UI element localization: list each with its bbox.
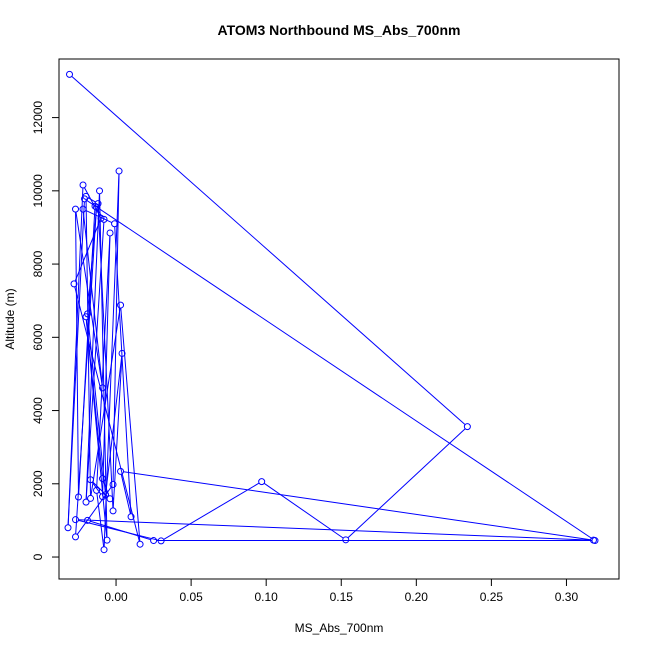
series-line-segment (67, 201, 85, 525)
x-axis: 0.00 0.05 0.10 0.15 0.20 0.25 0.30 (104, 578, 579, 604)
series-line-segment (88, 197, 96, 203)
data-point (102, 491, 110, 499)
series-line-segment (87, 210, 97, 311)
series-line-segment (97, 206, 114, 508)
series-line-segment (112, 356, 123, 508)
data-point (99, 384, 107, 392)
series-line-segment (85, 199, 91, 496)
data-point (64, 524, 72, 532)
series-line-segment (347, 428, 466, 539)
data-point (79, 181, 87, 189)
data-point (97, 214, 105, 222)
series-line-segment (76, 486, 112, 535)
y-tick-label: 0 (31, 553, 45, 560)
data-point (591, 537, 599, 545)
data-point (75, 493, 83, 501)
series-line-segment (84, 187, 101, 216)
series-line-segment (263, 482, 344, 539)
x-tick-label: 0.20 (405, 590, 429, 604)
y-tick-label: 12000 (31, 101, 45, 135)
x-tick-label: 0.25 (480, 590, 504, 604)
y-axis-label: Altitude (m) (3, 288, 17, 349)
data-point (117, 467, 125, 475)
data-point (111, 220, 119, 228)
data-point (79, 205, 87, 213)
data-point (115, 167, 123, 175)
y-tick-label: 10000 (31, 174, 45, 208)
series-line-segment (75, 210, 97, 534)
y-tick-label: 8000 (31, 250, 45, 277)
data-point (72, 205, 80, 213)
data-point (106, 229, 114, 237)
data-point (93, 486, 101, 494)
data-point (66, 70, 74, 78)
data-point (81, 195, 89, 203)
data-point (93, 203, 101, 211)
data-point (100, 546, 108, 554)
y-axis: 0 2000 4000 6000 8000 10000 12000 (31, 101, 60, 560)
data-point (258, 478, 266, 486)
series-line-segment (85, 193, 100, 500)
series-line-segment (71, 75, 466, 426)
data-point (136, 540, 144, 548)
data-point (109, 481, 117, 489)
series-line-segment (105, 356, 123, 492)
series-line-segment (87, 316, 106, 492)
data-point (87, 494, 95, 502)
data-point (70, 280, 78, 288)
data-point (100, 215, 108, 223)
data-point (84, 516, 92, 524)
data-point (342, 536, 350, 544)
series-layer (64, 70, 599, 554)
x-tick-label: 0.10 (255, 590, 279, 604)
series-line-segment (90, 307, 121, 496)
data-point (72, 516, 80, 524)
series-line-segment (92, 481, 109, 498)
data-point (157, 537, 165, 545)
x-tick-label: 0.00 (104, 590, 128, 604)
data-point (82, 498, 90, 506)
data-point (96, 187, 104, 195)
x-axis-label: MS_Abs_700nm (295, 621, 384, 635)
series-line-segment (74, 286, 140, 542)
series-line-segment (78, 519, 591, 541)
data-point (84, 310, 92, 318)
series-line-segment (86, 200, 593, 540)
data-point (87, 476, 95, 484)
series-line-segment (96, 493, 105, 547)
series-line-segment (85, 319, 103, 476)
y-tick-label: 2000 (31, 470, 45, 497)
x-tick-label: 0.15 (330, 590, 354, 604)
series-line-segment (163, 482, 260, 540)
series-line-segment (90, 520, 151, 541)
data-point (150, 537, 158, 545)
series-line-segment (120, 474, 131, 514)
data-point (117, 301, 125, 309)
data-point (109, 507, 117, 515)
data-point (118, 349, 126, 357)
x-tick-label: 0.05 (179, 590, 203, 604)
series-line-segment (112, 174, 120, 482)
x-tick-label: 0.30 (555, 590, 579, 604)
data-point (127, 513, 135, 521)
data-point (94, 200, 102, 208)
series-line-segment (120, 308, 141, 542)
data-point (103, 536, 111, 544)
chart-title: ATOM3 Northbound MS_Abs_700nm (218, 22, 461, 38)
data-point (463, 423, 471, 431)
y-tick-label: 4000 (31, 397, 45, 424)
data-point (72, 533, 80, 541)
data-point (99, 475, 107, 483)
series-line-segment (123, 471, 591, 541)
data-point (106, 495, 114, 503)
y-tick-label: 6000 (31, 324, 45, 351)
